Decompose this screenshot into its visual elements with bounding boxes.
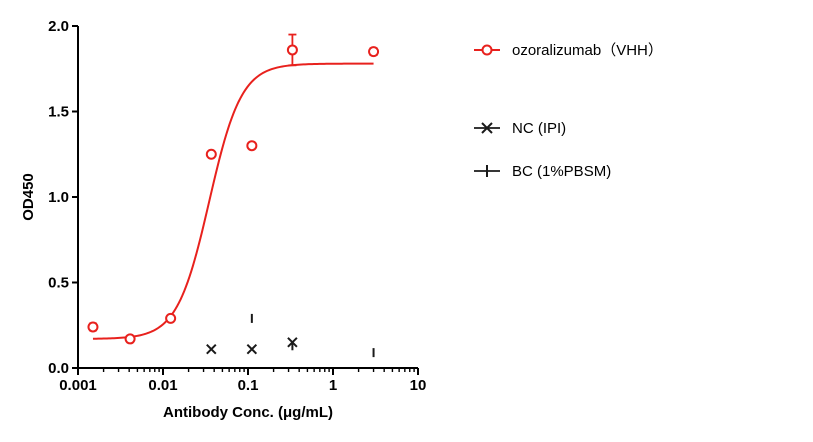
y-tick-label: 1.0 xyxy=(48,189,69,206)
x-tick-label: 1 xyxy=(329,377,337,394)
legend: ozoralizumab（VHH） NC (IPI) BC (1%PBSM) xyxy=(474,42,663,180)
data-point-ozoralizumab xyxy=(87,321,99,333)
x-tick-label: 10 xyxy=(410,377,427,394)
x-axis-title: Antibody Conc. (μg/mL) xyxy=(163,404,333,421)
legend-label-bc-pbsm: BC (1%PBSM) xyxy=(512,163,611,180)
data-point-ozoralizumab xyxy=(124,333,136,345)
fit-curve-ozoralizumab xyxy=(92,62,374,340)
x-tick-label: 0.01 xyxy=(148,377,177,394)
data-point-ozoralizumab xyxy=(165,312,177,324)
legend-item-bc-pbsm: BC (1%PBSM) xyxy=(474,163,611,180)
data-point-ozoralizumab xyxy=(205,148,217,160)
data-point-ozoralizumab xyxy=(246,140,258,152)
y-axis-ticks: 0.0 0.5 1.0 1.5 2.0 xyxy=(48,18,78,377)
y-tick-label: 2.0 xyxy=(48,18,69,35)
axes xyxy=(77,26,418,369)
fit-curve-layer xyxy=(92,62,374,340)
x-axis-ticks: 0.001 0.01 0.1 1 10 xyxy=(59,368,426,394)
data-points-layer xyxy=(87,33,380,358)
legend-item-nc-ipi: NC (IPI) xyxy=(474,120,566,137)
y-tick-label: 0.5 xyxy=(48,275,69,292)
data-point-nc-ipi xyxy=(206,343,217,355)
y-axis-title: OD450 xyxy=(20,173,37,221)
data-point-ozoralizumab xyxy=(368,46,380,58)
x-tick-label: 0.001 xyxy=(59,377,97,394)
y-tick-label: 0.0 xyxy=(48,360,69,377)
legend-label-ozoralizumab: ozoralizumab（VHH） xyxy=(512,42,663,59)
legend-item-ozoralizumab: ozoralizumab（VHH） xyxy=(474,42,663,59)
legend-swatch-circle-marker xyxy=(481,44,493,56)
x-tick-label: 0.1 xyxy=(238,377,259,394)
legend-swatch-x-marker xyxy=(481,122,493,134)
y-tick-label: 1.5 xyxy=(48,104,69,121)
data-point-ozoralizumab xyxy=(286,44,298,56)
data-point-nc-ipi xyxy=(246,343,258,355)
legend-label-nc-ipi: NC (IPI) xyxy=(512,120,566,137)
